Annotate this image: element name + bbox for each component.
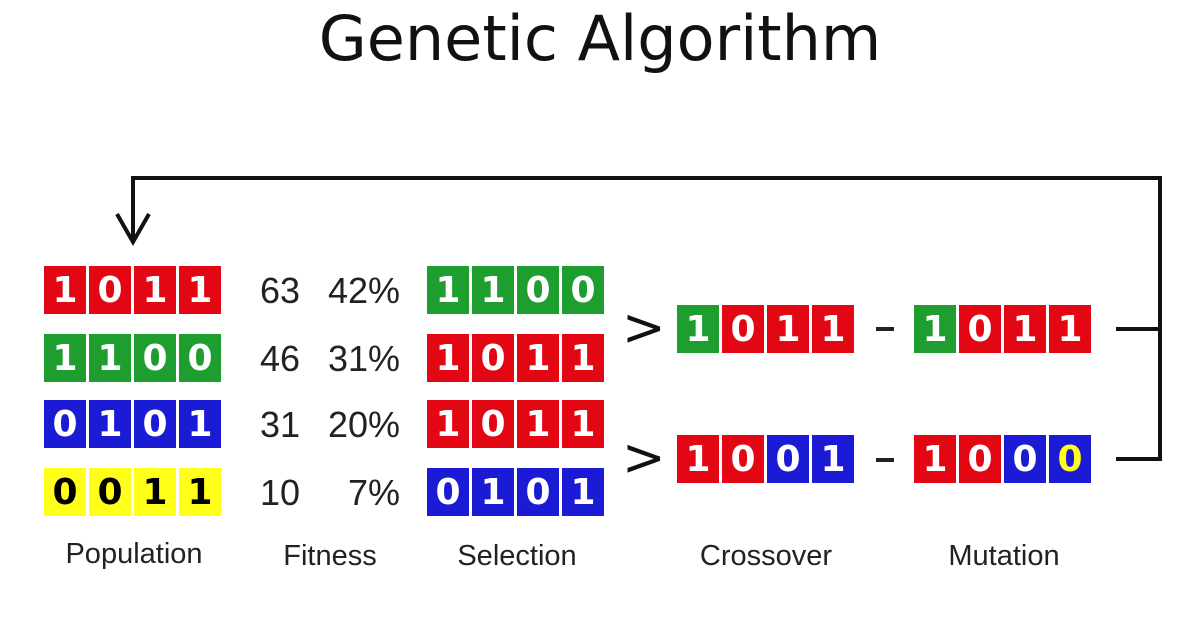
fitness-score: 10	[259, 472, 300, 513]
label-crossover: Crossover	[699, 540, 833, 572]
gene-cell: 1	[472, 468, 514, 516]
gene-cell: 1	[134, 468, 176, 516]
crossover-to-mutation-dash-2	[876, 458, 894, 462]
gene-cell: 1	[562, 468, 604, 516]
fitness-percent: 42%	[327, 270, 400, 311]
fitness-score: 46	[259, 338, 300, 379]
gene-cell: 1	[179, 400, 221, 448]
gene-cell: 1	[44, 266, 86, 314]
gene-cell: 1	[427, 400, 469, 448]
label-selection: Selection	[457, 540, 577, 572]
gene-cell: 1	[179, 468, 221, 516]
gene-cell: 0	[722, 305, 764, 353]
gene-cell: 1	[914, 435, 956, 483]
gene-cell: 0	[44, 468, 86, 516]
gene-cell: 0	[44, 400, 86, 448]
gene-cell: 0	[179, 334, 221, 382]
gene-cell: 1	[517, 334, 559, 382]
gene-cell: 0	[134, 400, 176, 448]
label-fitness: Fitness	[283, 540, 377, 572]
fitness-percent: 20%	[327, 404, 400, 445]
gene-cell: 0	[959, 435, 1001, 483]
gene-cell: 0	[472, 400, 514, 448]
gene-cell: 0	[722, 435, 764, 483]
fitness-row: 10 7%	[240, 472, 400, 514]
fitness-row: 31 20%	[240, 404, 400, 446]
gene-cell: 1	[677, 435, 719, 483]
selection-to-crossover-arrow-1: >	[622, 298, 666, 358]
gene-cell: 1	[517, 400, 559, 448]
gene-cell: 0	[89, 266, 131, 314]
diagram-title: Genetic Algorithm	[318, 2, 882, 75]
gene-cell: 0	[472, 334, 514, 382]
gene-cell: 0	[427, 468, 469, 516]
gene-cell: 0	[959, 305, 1001, 353]
gene-cell: 0	[134, 334, 176, 382]
gene-cell: 0	[1004, 435, 1046, 483]
gene-cell: 0	[1049, 435, 1091, 483]
gene-cell: 0	[517, 468, 559, 516]
gene-cell: 0	[562, 266, 604, 314]
gene-cell: 1	[1049, 305, 1091, 353]
gene-cell: 1	[812, 305, 854, 353]
gene-cell: 1	[562, 400, 604, 448]
fitness-score: 31	[259, 404, 300, 445]
fitness-percent: 7%	[347, 472, 400, 513]
gene-cell: 1	[562, 334, 604, 382]
gene-cell: 1	[914, 305, 956, 353]
label-mutation: Mutation	[948, 540, 1060, 572]
down-arrow-icon	[115, 213, 151, 247]
fitness-row: 63 42%	[240, 270, 400, 312]
gene-cell: 1	[472, 266, 514, 314]
gene-cell: 0	[89, 468, 131, 516]
gene-cell: 1	[767, 305, 809, 353]
gene-cell: 0	[517, 266, 559, 314]
gene-cell: 1	[812, 435, 854, 483]
fitness-row: 46 31%	[240, 338, 400, 380]
label-population: Population	[65, 538, 203, 570]
gene-cell: 1	[134, 266, 176, 314]
gene-cell: 1	[427, 334, 469, 382]
gene-cell: 1	[677, 305, 719, 353]
selection-to-crossover-arrow-2: >	[622, 428, 666, 488]
gene-cell: 1	[44, 334, 86, 382]
crossover-to-mutation-dash-1	[876, 327, 894, 331]
gene-cell: 0	[767, 435, 809, 483]
gene-cell: 1	[179, 266, 221, 314]
fitness-score: 63	[259, 270, 300, 311]
fitness-percent: 31%	[327, 338, 400, 379]
gene-cell: 1	[89, 400, 131, 448]
gene-cell: 1	[1004, 305, 1046, 353]
gene-cell: 1	[427, 266, 469, 314]
gene-cell: 1	[89, 334, 131, 382]
